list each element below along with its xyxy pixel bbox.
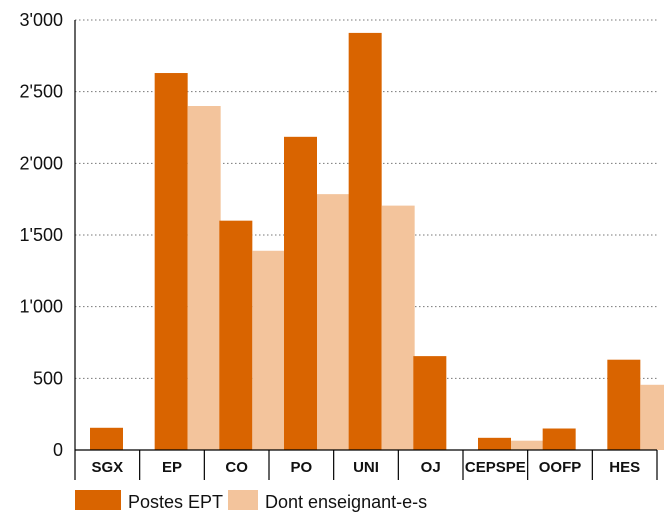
bar-postes-ept <box>348 32 382 451</box>
y-tick-label: 1'500 <box>20 225 63 245</box>
bar-postes-ept <box>542 428 576 450</box>
y-tick-label: 2'500 <box>20 82 63 102</box>
x-category-label: EP <box>162 459 182 476</box>
bar-dont-enseignants <box>511 440 544 450</box>
y-tick-label: 0 <box>53 440 63 460</box>
x-category-label: SGX <box>91 459 123 476</box>
bar-postes-ept <box>90 427 123 450</box>
legend-swatch-dont-enseignants <box>228 490 258 510</box>
x-category-label: UNI <box>353 459 379 476</box>
x-category-label: OOFP <box>539 459 582 476</box>
x-axis-category-labels: SGX EP CO PO UNI OJ CEPSPE OOFP HES <box>91 459 640 476</box>
y-axis-tick-labels: 0 500 1'000 1'500 2'000 2'500 3'000 <box>20 10 63 460</box>
y-tick-label: 1'000 <box>20 297 63 317</box>
x-category-label: OJ <box>421 459 441 476</box>
x-category-label: CEPSPE <box>465 459 526 476</box>
bar-postes-ept <box>284 136 317 451</box>
x-category-label: PO <box>290 459 312 476</box>
bar-postes-ept <box>607 359 641 450</box>
x-axis <box>74 20 658 480</box>
x-category-label: HES <box>609 459 640 476</box>
legend-label-postes-ept: Postes EPT <box>128 492 223 512</box>
bar-dont-enseignants <box>381 205 415 450</box>
y-tick-label: 3'000 <box>20 10 63 30</box>
legend-label-dont-enseignants: Dont enseignant-e-s <box>265 492 427 512</box>
bar-dont-enseignants <box>252 250 286 450</box>
x-category-label: CO <box>225 459 248 476</box>
bars <box>90 32 664 451</box>
bar-postes-ept <box>478 437 511 450</box>
bar-postes-ept <box>219 220 253 450</box>
legend-swatch-postes-ept <box>75 490 121 510</box>
bar-postes-ept <box>154 73 188 451</box>
bar-dont-enseignants <box>187 106 221 450</box>
legend: Postes EPT Dont enseignant-e-s <box>75 490 427 512</box>
bar-dont-enseignants <box>317 194 350 450</box>
bar-postes-ept <box>413 356 447 450</box>
y-tick-label: 2'000 <box>20 153 63 173</box>
y-tick-label: 500 <box>33 368 63 388</box>
bar-dont-enseignants <box>640 384 664 450</box>
